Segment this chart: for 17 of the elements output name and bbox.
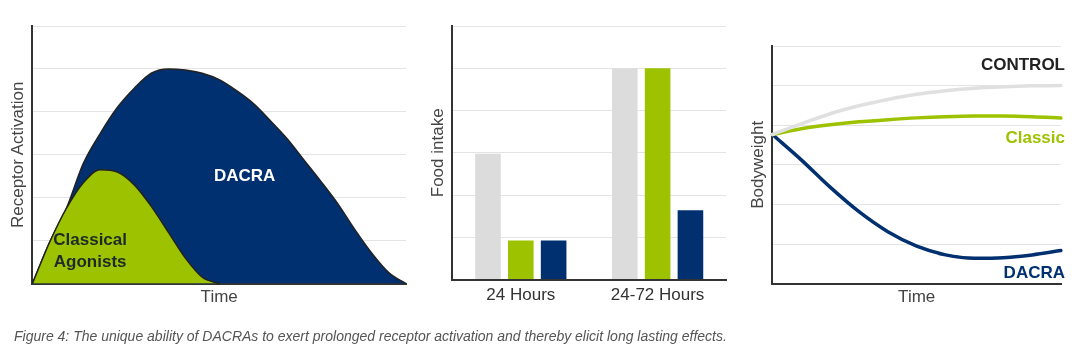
x-tick-label: 24-72 Hours (610, 285, 705, 305)
series-label: DACRA (213, 165, 276, 185)
series-label: Classical Agonists (53, 230, 128, 272)
caption: Figure 4: The unique ability of DACRAs to exert prolonged receptor activation and thereby elicit long lasting effects. (14, 328, 727, 344)
y-axis-title: Food intake (427, 108, 447, 198)
bar (644, 68, 671, 280)
bar (508, 240, 534, 280)
series-label: CONTROL (980, 55, 1065, 75)
x-axis-title: Time (898, 287, 936, 307)
series-label: DACRA (1003, 263, 1065, 283)
bar (677, 210, 704, 280)
y-axis-title: Receptor Activation (7, 81, 27, 229)
y-axis-title: Bodyweight (747, 120, 767, 209)
bar (540, 240, 567, 280)
x-axis-title: Time (200, 287, 238, 307)
series-label: Classic (1005, 127, 1065, 147)
x-tick-label: 24 Hours (486, 285, 556, 305)
